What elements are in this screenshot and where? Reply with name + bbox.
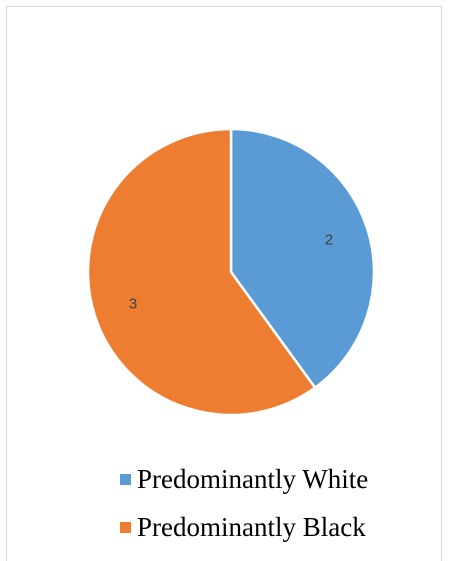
pie-slices (86, 127, 376, 417)
legend-swatch-icon (120, 521, 131, 533)
legend: Predominantly White Predominantly Black (120, 455, 420, 551)
legend-label: Predominantly White (137, 463, 369, 494)
pie-data-labels: 23 (129, 232, 333, 313)
pie-data-label: 3 (129, 295, 137, 312)
chart-frame (6, 6, 442, 561)
pie-data-label: 2 (325, 232, 333, 249)
legend-item-predominantly-black: Predominantly Black (120, 503, 420, 551)
legend-label: Predominantly Black (137, 511, 366, 542)
legend-swatch-icon (120, 473, 131, 485)
legend-item-predominantly-white: Predominantly White (120, 455, 420, 503)
pie-slice-predominantly-white (229, 127, 376, 389)
pie-slice-predominantly-black (86, 127, 317, 417)
